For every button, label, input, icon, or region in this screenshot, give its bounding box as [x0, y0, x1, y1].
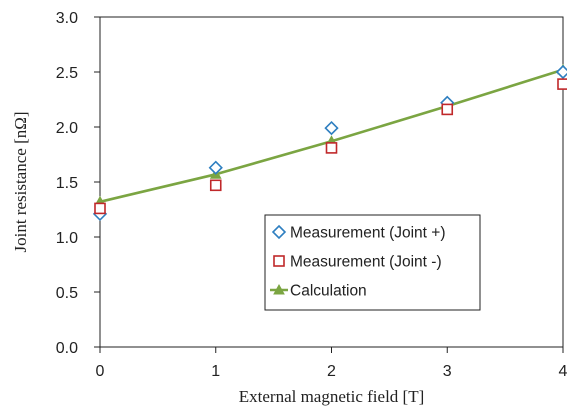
joint-minus-point [209, 179, 222, 192]
joint-plus-point [208, 160, 223, 175]
joint-minus-point [557, 78, 567, 90]
x-tick-label: 0 [96, 363, 105, 380]
joint-minus-point [94, 202, 106, 215]
joint-minus-point [441, 103, 454, 116]
legend-label: Calculation [290, 283, 367, 300]
x-tick-label: 2 [327, 363, 336, 380]
x-tick-label: 1 [211, 363, 220, 380]
y-tick-label: 2.0 [56, 120, 78, 137]
joint-minus-point [325, 142, 338, 154]
legend-box [264, 214, 481, 311]
legend-square-icon [273, 255, 285, 267]
y-tick-label: 0.5 [56, 285, 78, 302]
y-tick-label: 1.0 [56, 230, 78, 247]
joint-plus-point [555, 64, 567, 80]
y-axis-ticks: 0.0 0.5 1.0 1.5 2.0 2.5 3.0 [56, 10, 100, 357]
y-tick-label: 3.0 [56, 10, 78, 27]
x-tick-label: 4 [559, 363, 567, 380]
legend: Measurement (Joint +) Measurement (Joint … [264, 214, 481, 311]
legend-diamond-icon [271, 224, 287, 240]
x-tick-label: 3 [443, 363, 452, 380]
y-axis-title: Joint resistance [nΩ] [11, 111, 30, 252]
y-tick-label: 1.5 [56, 175, 78, 192]
joint-plus-point [324, 120, 339, 136]
legend-triangle-icon [273, 283, 285, 295]
y-tick-label: 2.5 [56, 65, 78, 82]
calculation-line [94, 63, 567, 207]
legend-label: Measurement (Joint -) [290, 254, 442, 271]
legend-items: Measurement (Joint +) Measurement (Joint … [270, 225, 446, 300]
data-markers [92, 64, 567, 222]
x-axis-ticks: 0 1 2 3 4 [96, 347, 567, 380]
legend-label: Measurement (Joint +) [290, 225, 446, 242]
x-axis-title: External magnetic field [T] [239, 387, 425, 406]
y-tick-label: 0.0 [56, 340, 78, 357]
